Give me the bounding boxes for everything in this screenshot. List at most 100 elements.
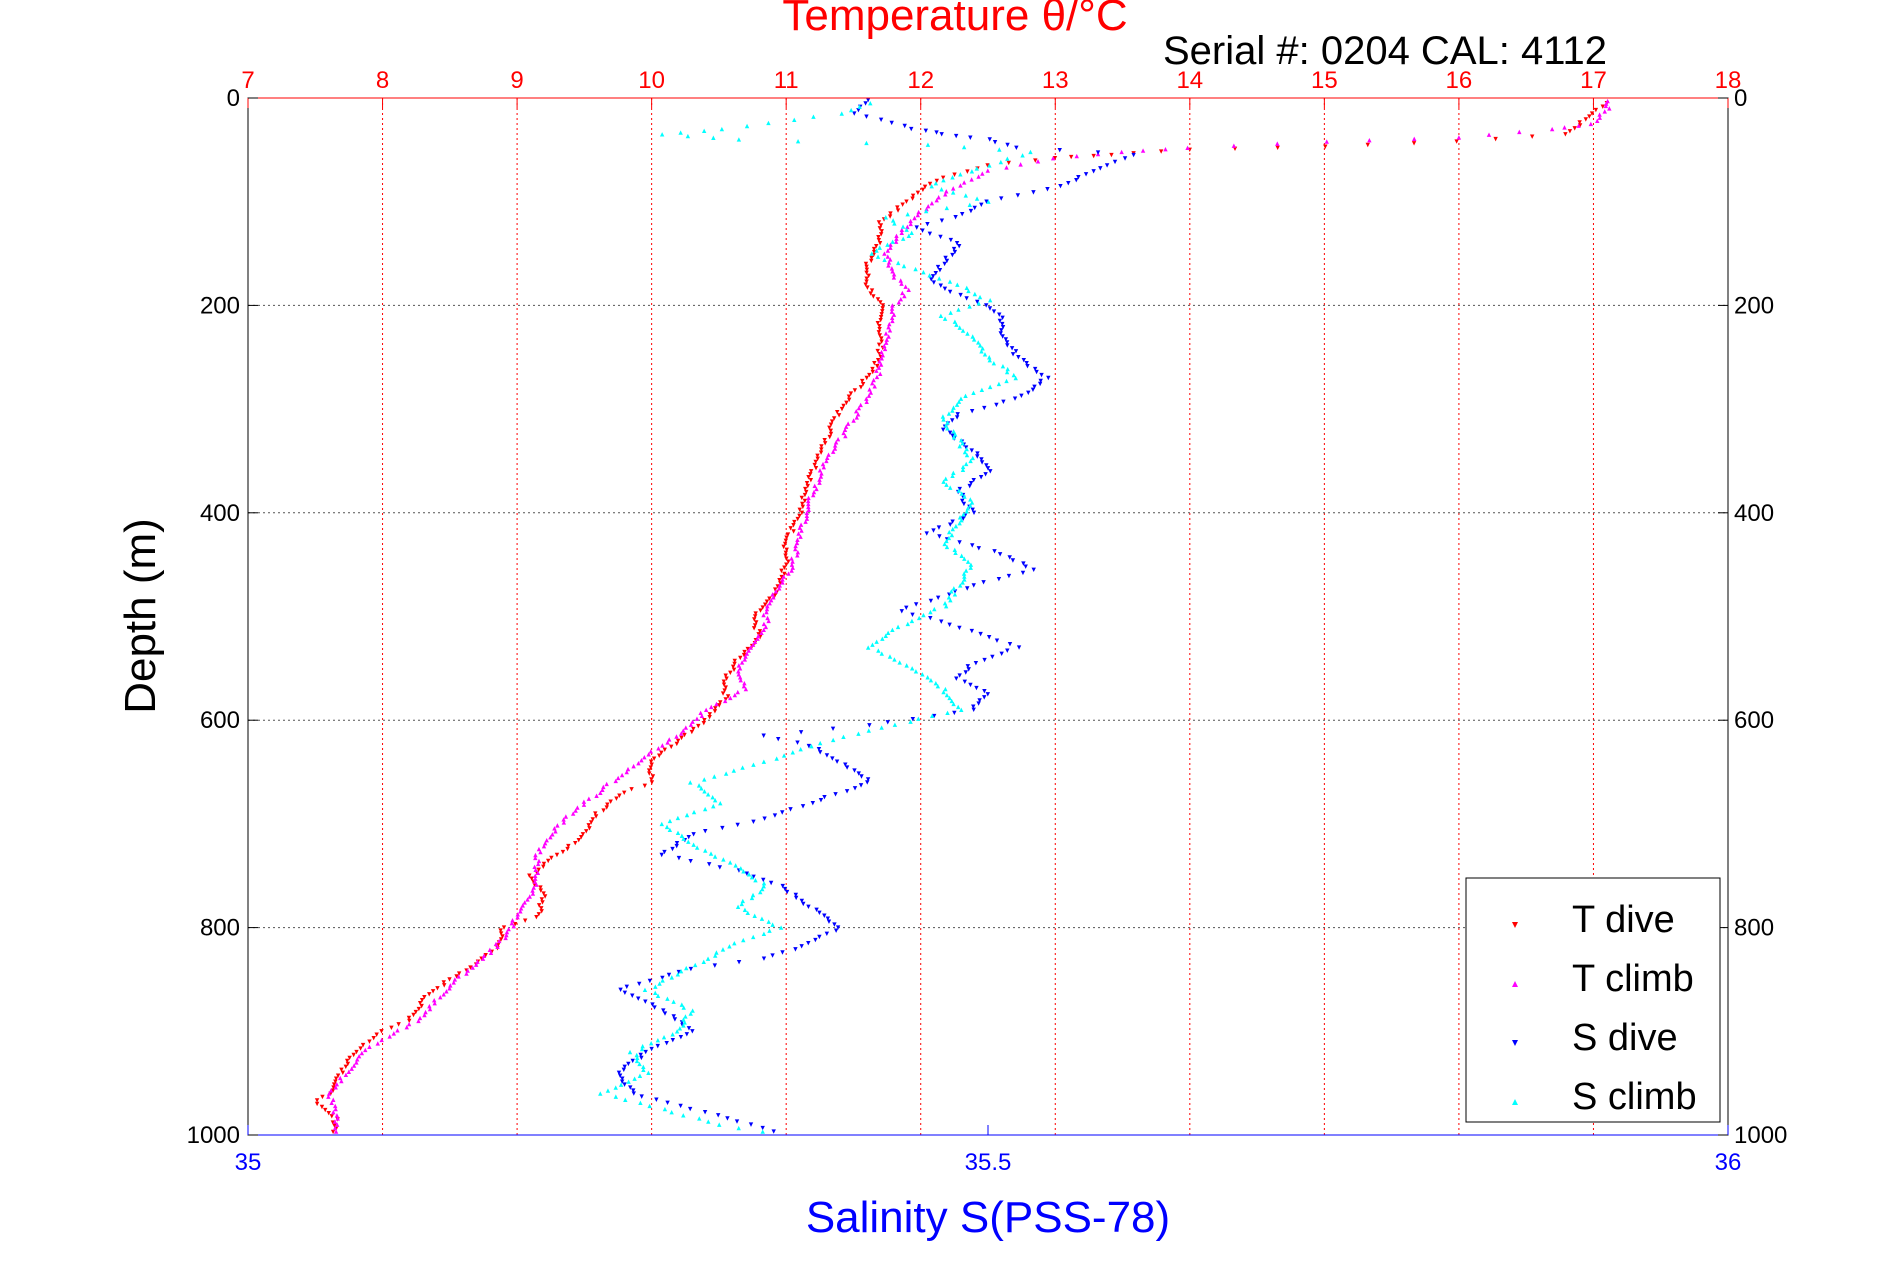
point-s-climb [968,562,974,567]
point-t-climb [732,692,738,698]
point-t-climb [756,633,761,638]
point-s-climb [1013,375,1018,381]
point-t-dive [876,220,882,225]
point-t-climb [667,737,672,742]
point-t-dive [536,912,542,917]
point-s-dive [686,1026,692,1031]
point-s-climb [971,337,977,342]
point-t-dive [701,720,707,726]
point-s-climb [941,417,946,422]
point-t-dive [593,814,599,819]
point-s-climb [921,270,926,275]
point-t-dive [864,375,869,381]
point-t-dive [707,712,712,717]
top-tick-label: 8 [376,67,389,94]
point-t-dive [406,1015,412,1021]
point-t-climb [694,716,700,721]
point-s-climb [679,1002,685,1007]
point-s-climb [669,975,674,980]
point-s-dive [984,199,989,204]
point-s-dive [637,981,642,987]
point-t-dive [1593,107,1599,113]
point-t-climb [535,870,541,875]
point-t-dive [713,706,718,711]
point-s-dive [963,670,968,675]
point-t-dive [985,163,990,168]
point-t-climb [943,192,948,197]
point-t-dive [538,888,543,893]
point-s-climb [955,282,960,287]
point-s-dive [928,616,933,621]
point-s-dive [1032,384,1037,390]
point-s-climb [929,183,934,189]
point-t-dive [314,1098,320,1103]
point-t-climb [885,248,891,253]
legend-marker-t-climb [1512,981,1518,987]
point-s-dive [988,469,993,474]
point-s-dive [830,756,835,761]
point-s-climb [946,411,952,416]
point-t-dive [333,1079,338,1084]
point-s-climb [761,883,766,889]
point-s-climb [967,304,972,309]
point-t-climb [1074,153,1079,159]
point-s-climb [868,100,873,106]
point-s-dive [676,969,682,975]
point-t-dive [869,255,874,261]
point-t-dive [1068,154,1074,160]
point-s-dive [961,501,967,507]
point-t-climb [770,592,775,597]
point-t-climb [761,621,767,627]
point-s-dive [961,516,966,521]
point-s-climb [635,1055,640,1061]
point-s-dive [1009,346,1015,351]
point-t-dive [323,1107,328,1113]
point-s-dive [835,925,841,930]
point-s-dive [960,498,965,504]
point-t-dive [858,385,864,390]
point-t-climb [789,562,795,567]
top-tick-label: 9 [510,67,523,94]
point-s-climb [959,707,964,713]
point-s-climb [883,633,888,638]
point-s-climb [959,553,964,558]
point-t-climb [722,698,728,704]
point-t-climb [515,915,520,920]
point-t-dive [651,756,657,761]
point-s-dive [953,215,958,220]
point-s-climb [944,692,950,698]
point-t-climb [561,820,567,825]
point-t-climb [864,399,869,405]
point-s-dive [622,1082,627,1087]
point-s-climb [770,922,775,927]
point-s-climb [710,795,715,800]
point-t-dive [784,535,789,540]
point-t-dive [879,339,884,344]
point-s-dive [955,412,960,417]
point-t-climb [890,303,895,308]
point-s-climb [944,205,950,211]
legend-marker-t-dive [1512,922,1518,928]
point-s-climb [951,586,957,591]
point-s-dive [957,486,962,492]
point-s-dive [931,713,937,719]
point-s-climb [708,851,714,856]
point-t-climb [1140,148,1146,153]
point-t-dive [522,918,528,923]
point-s-climb [950,408,955,413]
point-t-climb [889,315,895,321]
point-t-dive [1109,152,1114,158]
point-s-dive [751,819,756,825]
point-s-climb [613,1094,619,1099]
point-t-dive [877,327,882,332]
point-s-climb [943,603,949,609]
point-s-dive [1104,163,1110,168]
point-t-dive [799,495,804,501]
point-s-dive [833,928,839,933]
point-s-climb [761,931,767,937]
point-s-dive [806,904,811,910]
point-t-climb [741,683,747,689]
point-t-dive [723,673,728,678]
point-s-climb [705,956,711,961]
point-s-dive [867,723,872,728]
